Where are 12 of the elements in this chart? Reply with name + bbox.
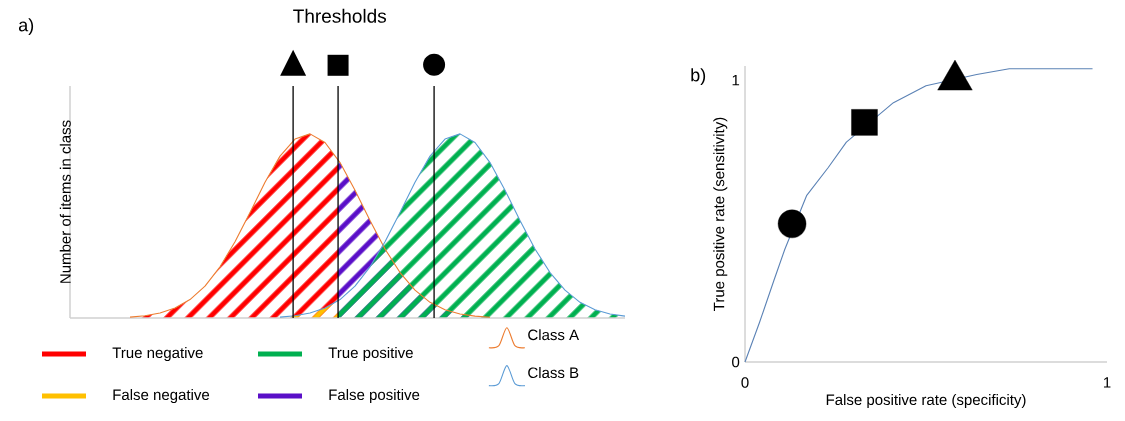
x-axis-title: False positive rate (specificity)	[826, 394, 1026, 408]
text: a)	[18, 18, 34, 35]
legend-label: Class A	[528, 329, 580, 341]
text: True positive	[328, 347, 413, 361]
text: b)	[691, 68, 706, 85]
text: False positive	[329, 389, 420, 403]
text: False negative	[113, 389, 210, 403]
y-axis-title: Number of items in class	[59, 120, 71, 283]
text: True negative	[112, 347, 203, 361]
chart-title: Thresholds	[293, 8, 387, 23]
legend-label: Class B	[528, 367, 579, 379]
y-axis-title: True positive rate (sensitivity)	[713, 117, 728, 311]
